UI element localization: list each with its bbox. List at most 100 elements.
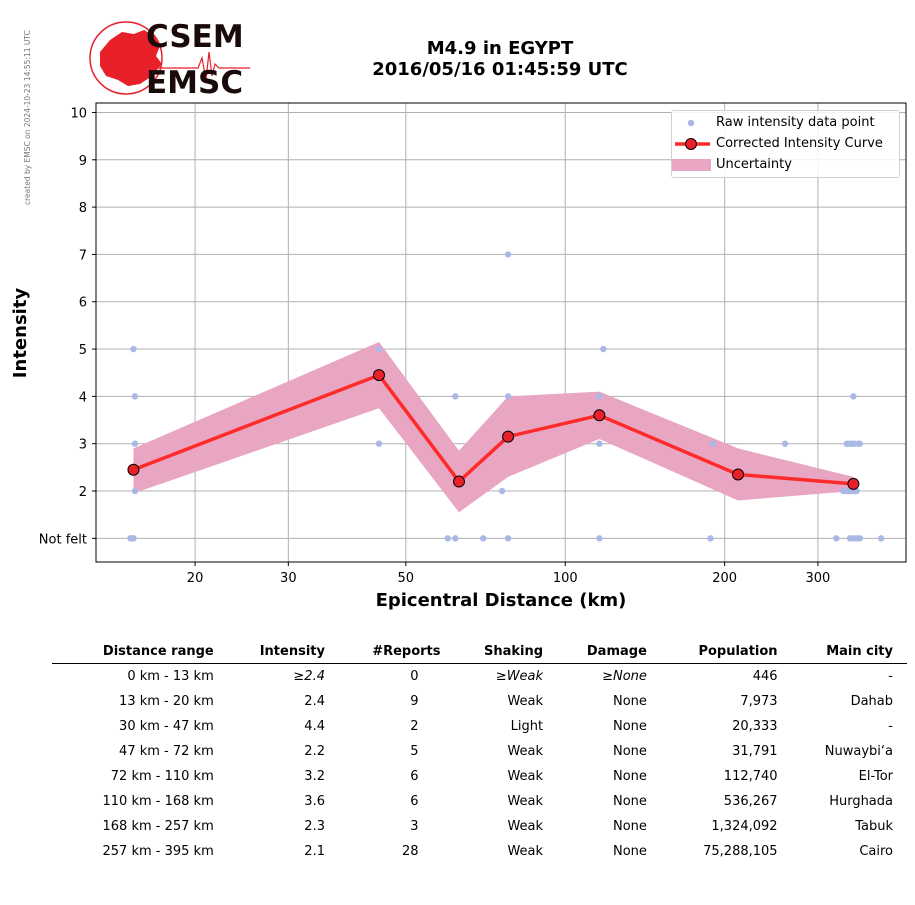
table-cell: 72 km - 110 km <box>110 769 214 784</box>
table-cell: 446 <box>752 669 778 684</box>
table-cell: - <box>888 669 893 684</box>
table-cell: Nuwaybi‘a <box>824 744 893 759</box>
table-row: 110 km - 168 km 3.6 6 Weak None 536,267 Hurgha… <box>52 789 907 814</box>
table-row: 13 km - 20 km 2.4 9 Weak None 7,973 Dahab <box>52 689 907 714</box>
plot-frame <box>95 102 907 563</box>
table-cell: Cairo <box>859 844 893 859</box>
raw-points-layer <box>127 251 885 542</box>
raw-data-point <box>444 535 451 542</box>
table-row: 30 km - 47 km 4.4 2 Light None 20,333 - <box>52 714 907 739</box>
chart-title: M4.9 in EGYPT 2016/05/16 01:45:59 UTC <box>300 38 700 80</box>
logo-top-text: CSEM <box>146 19 244 55</box>
table-cell: 3.2 <box>304 769 325 784</box>
table-cell: 75,288,105 <box>703 844 778 859</box>
table-cell: 6 <box>410 769 419 784</box>
legend-item-uncertainty: Uncertainty <box>672 155 899 175</box>
table-cell: 5 <box>410 744 419 759</box>
raw-data-point <box>504 393 512 400</box>
table-cell: 20,333 <box>732 719 778 734</box>
table-cell: 7,973 <box>740 694 778 709</box>
y-tick-label: 8 <box>79 201 87 216</box>
tick-labels: 20 30 50 100 200 300 Not felt 2 3 4 5 6 7 8 9 10 <box>39 106 831 586</box>
logo-bottom-text: EMSC <box>146 65 243 98</box>
raw-data-point <box>833 535 840 542</box>
y-tick-label: 7 <box>79 248 87 263</box>
y-tick-label: 9 <box>79 154 87 169</box>
table-header-cell: Distance range <box>52 640 228 664</box>
table-cell: None <box>612 694 647 709</box>
curve-marker <box>732 468 745 481</box>
y-tick-label: 5 <box>79 343 87 358</box>
raw-data-point <box>452 393 459 400</box>
table-cell: 2.3 <box>304 819 325 834</box>
uncertainty-band-layer <box>133 341 854 513</box>
y-tick-label: Not felt <box>39 532 87 547</box>
uncertainty-band <box>133 341 854 513</box>
table-cell: 536,267 <box>723 794 778 809</box>
table-cell: 47 km - 72 km <box>119 744 214 759</box>
curve-marker <box>373 369 386 382</box>
table-cell: 4.4 <box>304 719 325 734</box>
table-cell: ≥None <box>602 669 647 684</box>
table-cell: Hurghada <box>829 794 893 809</box>
raw-data-point <box>375 440 383 447</box>
table-cell: None <box>612 844 647 859</box>
table-cell: Dahab <box>850 694 893 709</box>
table-row: 168 km - 257 km 2.3 3 Weak None 1,324,092 Tabu… <box>52 814 907 839</box>
legend-item-curve: Corrected Intensity Curve <box>672 134 899 154</box>
table-cell: Weak <box>507 794 544 809</box>
curve-layer <box>127 369 860 490</box>
table-cell: Weak <box>507 694 544 709</box>
chart-legend: Raw intensity data point Corrected Inten… <box>671 110 900 178</box>
raw-data-point <box>709 440 717 447</box>
table-cell: 31,791 <box>732 744 778 759</box>
table-header-cell: Population <box>660 640 792 664</box>
y-tick-label: 6 <box>79 296 87 311</box>
table-cell: Weak <box>507 819 544 834</box>
curve-marker <box>127 463 140 476</box>
x-tick-label: 200 <box>712 571 737 586</box>
raw-data-point <box>877 535 885 542</box>
legend-curve-label: Corrected Intensity Curve <box>716 136 883 151</box>
table-cell: 13 km - 20 km <box>119 694 214 709</box>
curve-marker <box>452 475 465 488</box>
legend-item-raw: Raw intensity data point <box>672 113 899 133</box>
x-tick-label: 50 <box>398 571 415 586</box>
raw-data-point <box>130 345 137 353</box>
table-cell: Weak <box>507 769 544 784</box>
table-row: 257 km - 395 km 2.1 28 Weak None 75,288,105 Ca… <box>52 839 907 864</box>
table-cell: 3.6 <box>304 794 325 809</box>
table-cell: 0 <box>410 669 419 684</box>
raw-data-point <box>707 535 714 542</box>
table-cell: 257 km - 395 km <box>102 844 214 859</box>
table-header-cell: Damage <box>557 640 661 664</box>
curve-marker <box>847 477 860 490</box>
table-cell: 30 km - 47 km <box>119 719 214 734</box>
table-cell: Weak <box>507 744 544 759</box>
raw-data-point <box>480 535 487 542</box>
logo-seismogram-icon <box>158 51 250 81</box>
table-cell: 2 <box>410 719 419 734</box>
raw-data-point <box>504 251 512 258</box>
raw-data-point <box>856 535 864 542</box>
raw-data-point <box>131 440 139 447</box>
raw-data-point <box>600 345 607 353</box>
raw-data-point <box>850 393 857 400</box>
y-tick-label: 3 <box>79 438 87 453</box>
table-cell: 2.1 <box>304 844 325 859</box>
raw-data-point <box>131 487 139 495</box>
raw-data-point <box>856 440 864 447</box>
table-header-cell: Main city <box>791 640 907 664</box>
x-tick-label: 30 <box>280 571 297 586</box>
x-tick-label: 20 <box>187 571 204 586</box>
table-cell: 110 km - 168 km <box>102 794 214 809</box>
table-row: 47 km - 72 km 2.2 5 Weak None 31,791 Nuwaybi‘a <box>52 739 907 764</box>
raw-data-point <box>452 535 459 542</box>
table-cell: 2.4 <box>304 694 325 709</box>
table-header-row: Distance range Intensity #Reports Shaking Da… <box>52 640 907 664</box>
table-cell: 1,324,092 <box>711 819 778 834</box>
table-cell: Light <box>510 719 544 734</box>
raw-data-point <box>375 345 383 353</box>
table-cell: 2.2 <box>304 744 325 759</box>
table-header-cell: Intensity <box>227 640 339 664</box>
